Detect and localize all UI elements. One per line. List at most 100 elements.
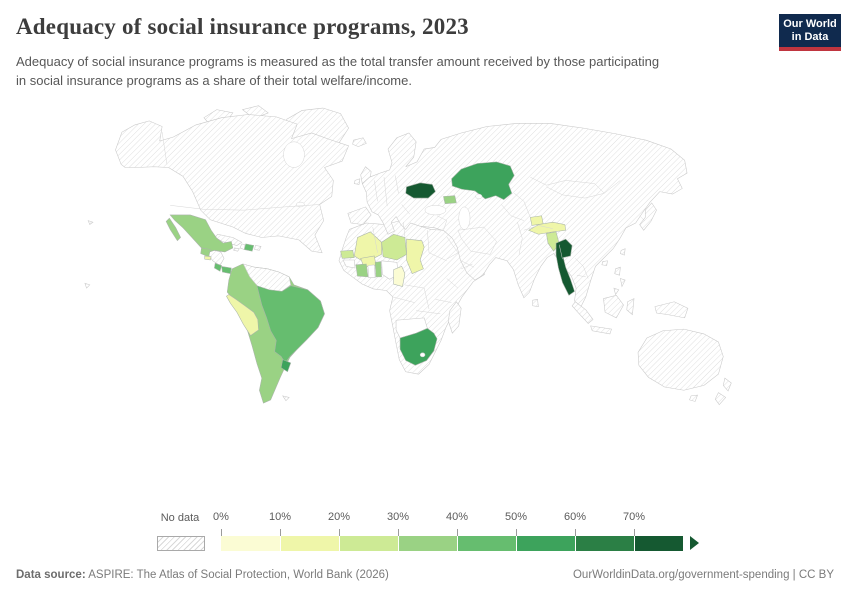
subtitle-line1: Adequacy of social insurance programs is… (16, 54, 660, 69)
legend-tick-label-10%: 10% (268, 511, 292, 523)
country-ghana[interactable] (367, 264, 376, 278)
legend-segment-10-20%[interactable] (280, 536, 339, 551)
legend-colorbar (221, 536, 683, 551)
legend-segment-50-60%[interactable] (516, 536, 575, 551)
aral-sea (475, 193, 483, 200)
owid-logo-red-stripe (779, 47, 841, 51)
country-guinea[interactable] (342, 259, 356, 269)
legend-tick-mark-60% (575, 529, 576, 536)
region-pacific-islands-no-data (84, 220, 94, 289)
legend-tick-mark-40% (457, 529, 458, 536)
data-source-label: Data source: (16, 569, 86, 581)
country-mexico-baja[interactable] (165, 217, 181, 242)
legend-tick-label-40%: 40% (445, 511, 469, 523)
country-armenia[interactable] (443, 195, 457, 205)
page-title: Adequacy of social insurance programs, 2… (16, 14, 469, 39)
region-eurasia-no-data (361, 123, 688, 309)
hudson-bay (283, 141, 305, 168)
region-falklands-no-data (282, 395, 290, 402)
region-puerto-rico-no-data (254, 245, 262, 251)
legend-tick-label-50%: 50% (504, 511, 528, 523)
region-borneo-no-data (603, 295, 624, 319)
region-philippines-no-data (613, 266, 626, 296)
region-iberia-no-data (347, 206, 372, 225)
country-panama[interactable] (221, 266, 232, 274)
legend-tick-label-20%: 20% (327, 511, 351, 523)
region-sulawesi-no-data (626, 298, 635, 316)
region-australia-no-data (637, 328, 724, 391)
region-taiwan-no-data (620, 248, 626, 256)
country-lesotho[interactable] (419, 352, 426, 358)
region-north-america-no-data (115, 114, 350, 254)
country-kazakhstan[interactable] (451, 161, 515, 201)
country-senegal[interactable] (340, 250, 355, 259)
country-nepal[interactable] (528, 221, 567, 235)
country-el-salvador[interactable] (204, 255, 212, 261)
country-mexico[interactable] (169, 214, 234, 254)
region-iceland-no-data (352, 137, 367, 147)
country-guatemala[interactable] (200, 247, 211, 258)
region-tasmania-no-data (689, 394, 698, 402)
region-new-guinea-no-data (654, 301, 689, 319)
region-japan-no-data (639, 202, 657, 231)
country-peru[interactable] (226, 294, 259, 336)
country-cameroon[interactable] (393, 266, 406, 287)
region-java-no-data (590, 325, 612, 335)
region-venezuela-guyana-no-data[interactable] (242, 263, 292, 295)
legend-segment-0-10%[interactable] (221, 536, 280, 551)
legend-tick-label-0%: 0% (213, 511, 229, 523)
legend-segment-30-40%[interactable] (398, 536, 457, 551)
country-cote-divoire[interactable] (355, 263, 369, 278)
country-uruguay[interactable] (280, 359, 292, 373)
black-sea (424, 205, 447, 216)
country-south-africa[interactable] (399, 327, 438, 366)
data-countries (165, 161, 575, 404)
region-new-zealand-south-no-data (714, 392, 727, 406)
world-map (84, 105, 732, 406)
legend-tick-mark-0% (221, 529, 222, 536)
legend-tick-label-60%: 60% (563, 511, 587, 523)
footer-credit-link[interactable]: OurWorldinData.org/government-spending |… (572, 569, 834, 581)
region-sri-lanka-no-data (532, 299, 539, 307)
owid-logo-line2: in Data (791, 31, 829, 43)
country-chad[interactable] (406, 238, 425, 275)
legend-tick-mark-20% (339, 529, 340, 536)
country-borders-overlay (161, 132, 645, 315)
country-haiti[interactable] (239, 243, 246, 250)
region-hainan-no-data (601, 260, 608, 266)
country-dominican-republic[interactable] (243, 243, 255, 252)
country-togo-benin[interactable] (374, 261, 382, 278)
owid-logo-box: Our World in Data (779, 14, 841, 47)
data-source-text: ASPIRE: The Atlas of Social Protection, … (85, 569, 389, 581)
legend-tick-label-30%: 30% (386, 511, 410, 523)
legend-no-data-label: No data (160, 512, 200, 524)
country-brazil[interactable] (256, 285, 325, 364)
legend-segment-70%+[interactable] (634, 536, 683, 551)
owid-logo[interactable]: Our World in Data (779, 14, 841, 51)
legend-no-data-swatch[interactable] (157, 536, 205, 551)
country-romania[interactable] (405, 182, 436, 199)
region-ireland-no-data (353, 178, 361, 185)
region-jamaica-no-data (233, 247, 240, 252)
inland-seas (283, 141, 483, 230)
footer-data-source: Data source: ASPIRE: The Atlas of Social… (16, 569, 389, 581)
region-new-zealand-north-no-data (722, 377, 732, 392)
legend-arrow (690, 536, 699, 550)
country-thailand[interactable] (555, 238, 575, 296)
region-sumatra-no-data (571, 301, 594, 324)
legend-tick-mark-10% (280, 529, 281, 536)
legend-tick-mark-30% (398, 529, 399, 536)
legend-segment-40-50%[interactable] (457, 536, 516, 551)
owid-logo-line1: Our World (783, 18, 837, 30)
subtitle-line2: in social insurance programs as a share … (16, 73, 412, 88)
legend-tick-mark-50% (516, 529, 517, 536)
region-madagascar-no-data (448, 301, 462, 334)
legend-tick-mark-70% (634, 529, 635, 536)
country-costa-rica[interactable] (214, 262, 222, 272)
legend-tick-label-70%: 70% (622, 511, 646, 523)
caspian-sea (458, 206, 471, 230)
page-subtitle: Adequacy of social insurance programs is… (16, 52, 659, 90)
legend-segment-20-30%[interactable] (339, 536, 398, 551)
legend-segment-60-70%[interactable] (575, 536, 634, 551)
